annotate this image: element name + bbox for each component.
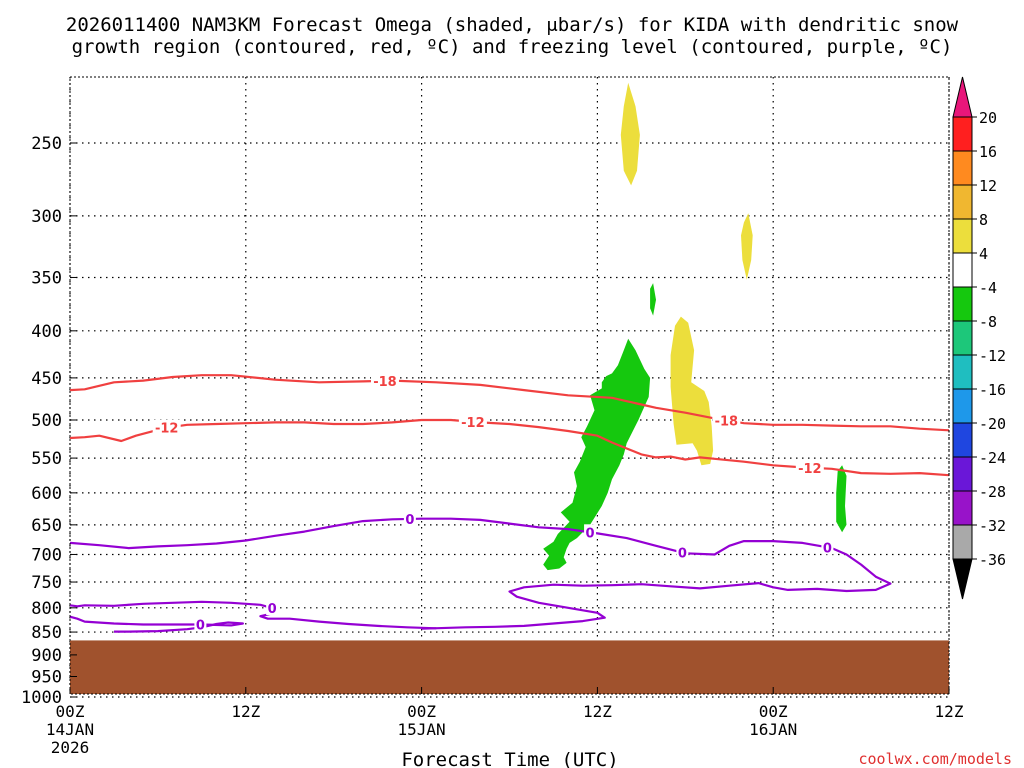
colorbar-label-3: 8: [979, 211, 988, 229]
colorbar-label-11: -28: [979, 483, 1006, 501]
dgz-label-bg-1-0: [152, 419, 181, 435]
colorbar-label-10: -24: [979, 449, 1006, 467]
colorbar-label-9: -20: [979, 415, 1006, 433]
dgz-label-1-0: -12: [155, 422, 179, 437]
colorbar-segment-5: [952, 286, 973, 322]
contour-labels: -18 -18 -12 -12 -12 0 0 0 0 0 0: [152, 372, 834, 633]
colorbar-segment-3: [952, 218, 973, 254]
omega-region-0-2: [836, 465, 847, 533]
colorbar-segment-12: [952, 524, 973, 560]
y-tick-label-300: 300: [31, 207, 62, 227]
colorbar-segment-1: [952, 150, 973, 186]
colorbar-label-6: -8: [979, 313, 997, 331]
chart-title-line1: 2026011400 NAM3KM Forecast Omega (shaded…: [66, 14, 959, 36]
y-tick-label-1000: 1000: [21, 688, 62, 708]
chart-title-line2: growth region (contoured, red, ºC) and f…: [72, 36, 953, 58]
y-tick-label-750: 750: [31, 573, 62, 593]
dgz-label-0-0: -18: [373, 375, 397, 390]
y-tick-label-800: 800: [31, 599, 62, 619]
x-tick-label-5: 12Z: [935, 702, 964, 721]
dgz-label-bg-1-1: [458, 413, 487, 429]
freezing-label-bg-0-3: [821, 539, 834, 555]
dgz-label-bg-1-2: [795, 459, 824, 475]
x-tick-label-3: 12Z: [583, 702, 612, 721]
y-tick-label-600: 600: [31, 484, 62, 504]
colorbar-segment-6: [952, 320, 973, 356]
y-tick-label-950: 950: [31, 668, 62, 688]
y-tick-label-350: 350: [31, 268, 62, 288]
colorbar-segment-2: [952, 184, 973, 220]
colorbar-label-0: 20: [979, 109, 997, 127]
colorbar-segment-4: [952, 252, 973, 288]
x-tick-date-0: 14JAN: [46, 720, 94, 739]
colorbar: 20 16 12 8 4 -4 -8 -12 -16 -20 -24 -28 -32 -36: [952, 76, 1006, 600]
y-tick-label-700: 700: [31, 545, 62, 565]
y-tick-label-500: 500: [31, 411, 62, 431]
colorbar-segment-11: [952, 490, 973, 526]
y-tick-label-250: 250: [31, 134, 62, 154]
x-tick-year-0: 2026: [51, 738, 90, 757]
freezing-label-bg-0-0: [403, 510, 416, 526]
y-tick-label-900: 900: [31, 646, 62, 666]
dgz-label-1-1: -12: [461, 416, 485, 431]
colorbar-label-7: -12: [979, 347, 1006, 365]
colorbar-label-4: 4: [979, 245, 988, 263]
y-tick-label-550: 550: [31, 449, 62, 469]
freezing-label-bg-1-0: [266, 600, 279, 616]
colorbar-label-2: 12: [979, 177, 997, 195]
freezing-contour-0: [70, 517, 892, 630]
colorbar-label-8: -16: [979, 381, 1006, 399]
colorbar-label-1: 16: [979, 143, 997, 161]
colorbar-segment-0: [952, 116, 973, 152]
y-tick-label-400: 400: [31, 322, 62, 342]
y-axis: 250 300 350 400 450 500 550 600 650 700 750 800 850 9…: [21, 134, 77, 708]
contour-lines: [70, 374, 949, 633]
x-tick-label-4: 00Z: [759, 702, 788, 721]
dgz-label-bg-0-0: [370, 372, 399, 388]
omega-region-1-0: [620, 82, 640, 186]
dgz-contour-0: [70, 374, 949, 432]
colorbar-segment-8: [952, 388, 973, 424]
x-tick-label-2: 00Z: [407, 702, 436, 721]
freezing-label-0-3: 0: [823, 541, 832, 556]
ground-terrain: [70, 640, 949, 694]
freezing-label-bg-2-0: [194, 616, 207, 632]
freezing-label-0-0: 0: [405, 513, 414, 528]
omega-region-1-2: [670, 316, 714, 466]
colorbar-segment-10: [952, 456, 973, 492]
colorbar-segment-9: [952, 422, 973, 458]
freezing-label-bg-0-2: [584, 524, 597, 540]
freezing-label-2-0: 0: [196, 618, 205, 633]
freezing-label-0-1: 0: [678, 547, 687, 562]
freezing-label-0-2: 0: [586, 526, 595, 541]
colorbar-segment-7: [952, 354, 973, 390]
credit-text: coolwx.com/models: [858, 750, 1012, 768]
x-tick-date-2: 15JAN: [398, 720, 446, 739]
x-tick-date-4: 16JAN: [749, 720, 797, 739]
freezing-label-bg-0-1: [676, 544, 689, 560]
colorbar-top-cap: [952, 76, 973, 118]
omega-shading: [543, 82, 847, 571]
omega-region-0-1: [650, 283, 656, 316]
omega-region-0-0: [543, 338, 651, 571]
freezing-label-1-0: 0: [268, 602, 277, 617]
colorbar-label-13: -36: [979, 551, 1006, 569]
x-tick-label-0: 00Z: [56, 702, 85, 721]
x-axis-label: Forecast Time (UTC): [401, 749, 618, 768]
x-tick-label-1: 12Z: [231, 702, 260, 721]
dgz-label-0-1: -18: [715, 414, 739, 429]
freezing-contour-2: [70, 615, 244, 633]
omega-region-1-1: [741, 213, 753, 280]
y-tick-label-650: 650: [31, 516, 62, 536]
y-tick-label-850: 850: [31, 623, 62, 643]
dgz-contour-1: [70, 418, 949, 477]
colorbar-label-5: -4: [979, 279, 997, 297]
dgz-label-bg-0-1: [712, 412, 741, 428]
colorbar-label-12: -32: [979, 517, 1006, 535]
dgz-label-1-2: -12: [798, 462, 822, 477]
y-tick-label-450: 450: [31, 369, 62, 389]
colorbar-bottom-cap: [952, 558, 973, 600]
